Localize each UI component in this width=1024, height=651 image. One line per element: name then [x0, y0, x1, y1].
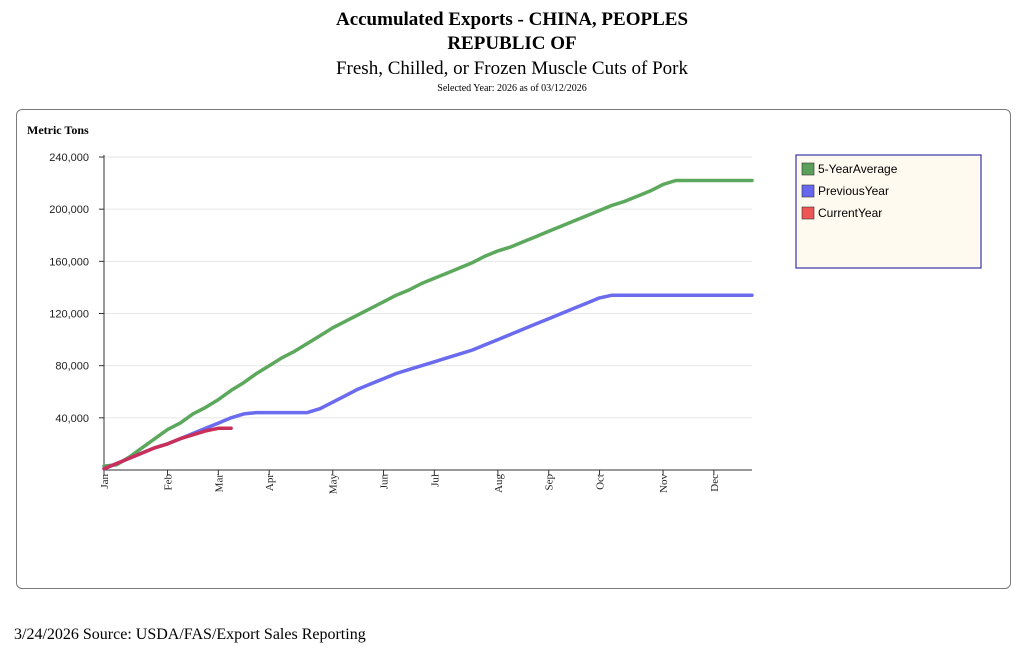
series-line-currentyear [102, 426, 233, 471]
x-tick-label-aug: Aug [493, 474, 505, 493]
source-footer: 3/24/2026 Source: USDA/FAS/Export Sales … [14, 626, 366, 643]
y-tick-label: 200,000 [49, 204, 89, 216]
chart-subtitle: Fresh, Chilled, or Frozen Muscle Cuts of… [335, 58, 688, 79]
y-axis-label: Metric Tons [27, 123, 89, 137]
y-tick-label: 40,000 [55, 413, 89, 425]
x-tick-label-nov: Nov [658, 474, 670, 493]
x-tick-label-oct: Oct [595, 474, 607, 490]
x-tick-label-feb: Feb [163, 474, 175, 491]
y-tick-label: 120,000 [49, 309, 89, 321]
x-tick-label-dec: Dec [709, 474, 721, 492]
x-tick-label-jul: Jul [429, 474, 441, 487]
series-line-5-yearaverage [102, 178, 754, 468]
legend-label-previousyear: PreviousYear [818, 184, 889, 198]
legend-label-currentyear: CurrentYear [818, 206, 882, 220]
x-tick-label-jun: Jun [379, 474, 391, 490]
legend-label-5-yearaverage: 5-YearAverage [818, 162, 898, 176]
x-tick-label-mar: Mar [213, 474, 225, 493]
chart-legend [795, 154, 982, 269]
chart-title-line2: REPUBLIC OF [447, 33, 577, 54]
chart-title-line1: Accumulated Exports - CHINA, PEOPLES [335, 9, 689, 30]
x-tick-label-apr: Apr [264, 474, 276, 491]
x-tick-label-jan: Jan [99, 474, 111, 489]
series-line-previousyear [102, 293, 754, 471]
y-tick-label: 160,000 [49, 256, 89, 268]
y-tick-label: 240,000 [49, 152, 89, 164]
legend-swatch-5-yearaverage [801, 162, 815, 176]
legend-swatch-currentyear [801, 206, 815, 220]
y-tick-label: 80,000 [55, 361, 89, 373]
chart-header: Accumulated Exports - CHINA, PEOPLES REP… [0, 8, 1024, 96]
legend-swatch-previousyear [801, 184, 815, 198]
selected-year-note: Selected Year: 2026 as of 03/12/2026 [437, 83, 587, 94]
x-tick-label-may: May [328, 474, 340, 495]
x-tick-label-sep: Sep [544, 474, 556, 491]
